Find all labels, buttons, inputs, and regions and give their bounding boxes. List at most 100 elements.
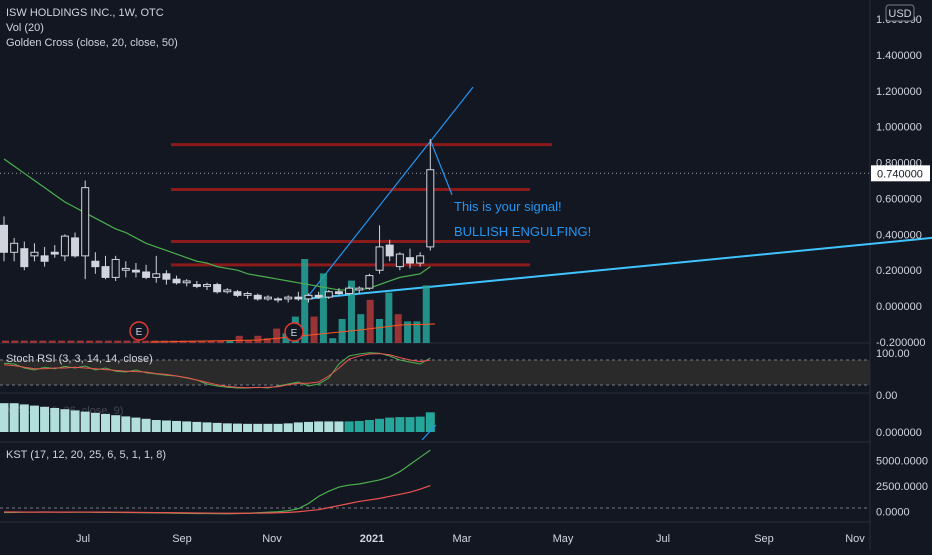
symbol-legend[interactable]: ISW HOLDINGS INC., 1W, OTC	[6, 7, 164, 19]
volume-bars	[2, 259, 436, 343]
candle-body	[223, 289, 232, 293]
volume-bar	[207, 340, 215, 343]
volume-bar	[254, 335, 262, 343]
kst-signal-line	[3, 484, 431, 514]
kst-tick-label: 2500.0000	[876, 481, 928, 493]
currency-badge-label: USD	[888, 8, 911, 20]
volume-bar	[67, 340, 75, 343]
stoch-rsi-legend[interactable]: Stoch RSI (3, 3, 14, 14, close)	[6, 353, 153, 365]
candle-body	[314, 294, 323, 298]
volume-bar	[48, 340, 56, 343]
volume-bar	[376, 319, 383, 343]
volume-legend[interactable]: Vol (20)	[6, 22, 44, 34]
volume-bar	[329, 338, 337, 343]
macd-hist-bar	[222, 423, 232, 432]
volume-bar	[357, 314, 365, 343]
macd-legend[interactable]: MACD (12, 26, close, 9)	[6, 405, 123, 417]
candle-body	[375, 246, 384, 271]
engulfing-annotation: BULLISH ENGULFING!	[454, 224, 591, 239]
macd-hist-bar	[60, 409, 70, 432]
candle-body	[416, 255, 425, 264]
time-tick-label: Mar	[453, 533, 472, 545]
macd-hist-bar	[243, 423, 253, 432]
volume-bar	[245, 340, 253, 343]
time-tick-label: 2021	[360, 533, 384, 545]
candle-body	[334, 291, 343, 295]
volume-bar	[217, 340, 225, 343]
volume-bar	[86, 340, 94, 343]
macd-hist-bar	[344, 421, 354, 432]
volume-bar	[104, 340, 112, 343]
candle-body	[152, 273, 161, 278]
candle-body	[121, 267, 130, 271]
volume-bar	[189, 340, 196, 343]
candles[interactable]	[0, 139, 435, 303]
macd-hist-bar	[172, 420, 182, 432]
macd-hist-bar	[50, 408, 60, 432]
macd-hist-bar	[304, 421, 313, 432]
candle-body	[233, 291, 242, 296]
time-tick-label: Sep	[754, 533, 774, 545]
macd-hist-bar	[364, 420, 374, 432]
candle-body	[324, 291, 333, 298]
earnings-marker-label: E	[136, 327, 143, 338]
trend-lines	[305, 86, 932, 300]
earnings-marker-label: E	[291, 328, 298, 339]
volume-bar	[273, 328, 281, 343]
candle-body	[91, 260, 100, 268]
candle-body	[385, 244, 394, 257]
volume-bar	[319, 273, 327, 343]
volume-bar	[58, 340, 66, 343]
volume-bar	[142, 340, 150, 343]
candle-body	[20, 248, 29, 268]
kst-tick-label: 0.0000	[876, 507, 910, 519]
earnings-marker[interactable]: E	[129, 321, 149, 341]
candle-body	[30, 251, 39, 257]
macd-hist-bar	[111, 415, 121, 432]
macd-hist-bar	[0, 403, 9, 432]
time-axis[interactable]: Jul Sep Nov 2021 Mar May Jul Sep Nov	[76, 533, 865, 545]
macd-hist-bar	[395, 417, 405, 432]
time-tick-label: Jul	[76, 533, 90, 545]
macd-hist-bar	[385, 417, 395, 432]
stoch-rsi-k-line	[3, 352, 431, 389]
candle-body	[192, 284, 201, 287]
stoch-rsi-d-line	[3, 353, 431, 389]
earnings-marker[interactable]: E	[284, 322, 304, 342]
candle-body	[284, 296, 293, 300]
macd-hist-bar	[70, 410, 80, 432]
volume-bar	[394, 314, 402, 343]
currency-badge-box	[885, 4, 915, 22]
time-tick-label: Jul	[656, 533, 670, 545]
candle-body	[142, 271, 151, 278]
candle-body	[162, 273, 171, 280]
volume-ma-line	[149, 323, 436, 343]
kst-legend[interactable]: KST (17, 12, 20, 25, 6, 5, 1, 1, 8)	[6, 449, 166, 461]
volume-bar	[123, 340, 131, 343]
time-tick-label: Nov	[845, 533, 865, 545]
kst-tick-label: 5000.0000	[876, 455, 928, 467]
candle-body	[406, 257, 414, 264]
blue-trend-line	[305, 86, 474, 300]
golden-cross-legend[interactable]: Golden Cross (close, 20, close, 50)	[6, 37, 178, 49]
macd-hist-bar	[415, 416, 425, 432]
candle-body	[253, 294, 262, 300]
macd-hist-bar	[131, 417, 141, 432]
macd-hist-bar	[425, 412, 435, 432]
candle-body	[50, 251, 59, 255]
macd-hist-bar	[192, 421, 202, 432]
volume-bar	[76, 340, 84, 343]
cyan-support-line	[305, 236, 932, 300]
macd-histogram	[0, 403, 437, 441]
price-tick-label: 1.000000	[876, 122, 922, 134]
volume-bar	[422, 285, 430, 343]
macd-hist-bar	[314, 421, 324, 432]
volume-bar	[301, 259, 309, 343]
candle-body	[243, 293, 252, 296]
currency-badge[interactable]: USD	[885, 4, 915, 22]
volume-bar	[226, 340, 234, 343]
macd-hist-bar	[151, 420, 161, 432]
